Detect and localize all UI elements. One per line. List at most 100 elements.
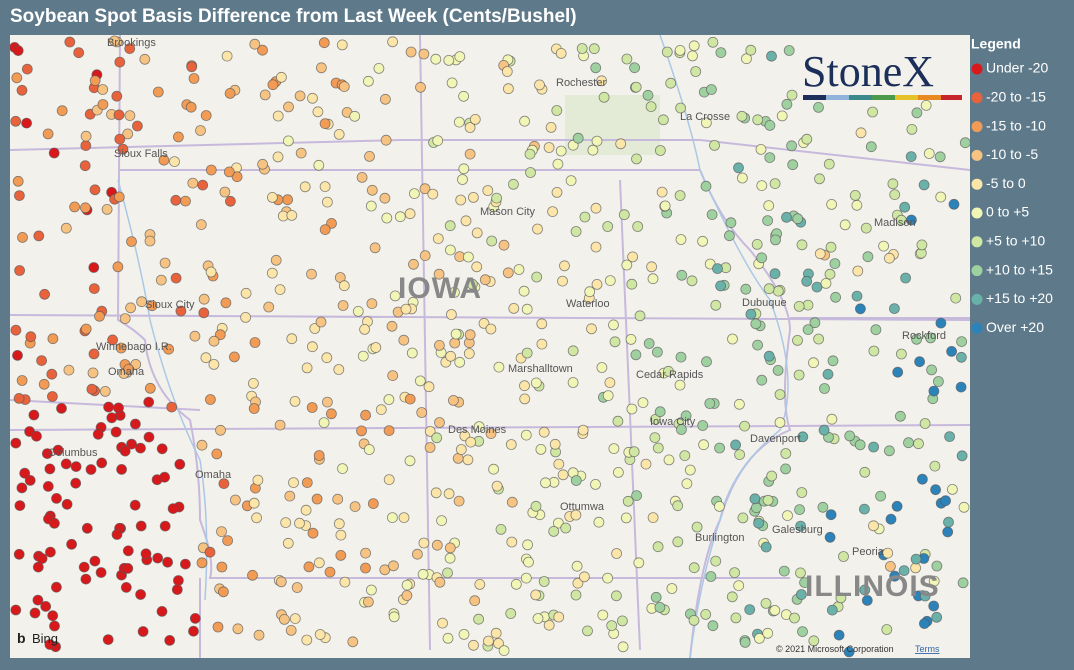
station-dot bbox=[508, 302, 520, 314]
station-dot bbox=[139, 53, 151, 65]
station-dot bbox=[80, 130, 92, 142]
station-dot bbox=[319, 118, 331, 129]
station-dot bbox=[266, 267, 278, 279]
station-dot bbox=[622, 495, 634, 507]
station-dot bbox=[835, 592, 847, 604]
station-dot bbox=[452, 452, 464, 464]
station-dot bbox=[389, 290, 401, 302]
station-dot bbox=[415, 81, 426, 93]
station-dot bbox=[906, 214, 917, 226]
station-dot bbox=[889, 303, 900, 315]
station-dot bbox=[572, 577, 584, 589]
station-dot bbox=[674, 379, 686, 391]
station-dot bbox=[272, 151, 284, 163]
station-dot bbox=[471, 261, 483, 273]
station-dot bbox=[388, 611, 400, 623]
station-dot bbox=[838, 551, 849, 562]
station-dot bbox=[944, 431, 955, 443]
station-dot bbox=[826, 604, 838, 616]
station-dot bbox=[112, 261, 124, 273]
station-dot bbox=[95, 567, 107, 578]
station-dot bbox=[47, 333, 59, 345]
station-dot bbox=[454, 51, 466, 62]
station-dot bbox=[709, 139, 720, 151]
station-dot bbox=[823, 158, 835, 170]
station-dot bbox=[792, 334, 803, 346]
station-dot bbox=[618, 209, 630, 221]
station-dot bbox=[611, 590, 622, 602]
station-dot bbox=[19, 467, 31, 479]
station-dot bbox=[44, 639, 56, 650]
station-dot bbox=[697, 235, 708, 247]
station-dot bbox=[797, 626, 808, 637]
city-label: Mason City bbox=[480, 206, 536, 218]
terms-link[interactable]: Terms bbox=[915, 644, 940, 654]
station-dot bbox=[381, 212, 393, 224]
station-dot bbox=[813, 102, 824, 113]
legend-swatch bbox=[971, 207, 983, 219]
station-dot bbox=[868, 520, 879, 532]
station-dot bbox=[80, 202, 91, 214]
station-dot bbox=[143, 396, 155, 408]
station-dot bbox=[188, 625, 199, 637]
station-dot bbox=[404, 455, 416, 467]
station-dot bbox=[248, 403, 260, 414]
station-dot bbox=[549, 438, 561, 450]
station-dot bbox=[21, 117, 33, 129]
station-dot bbox=[493, 361, 505, 373]
station-dot bbox=[122, 563, 134, 574]
station-dot bbox=[943, 516, 954, 528]
station-dot bbox=[370, 342, 382, 353]
station-dot bbox=[518, 285, 530, 297]
station-dot bbox=[522, 539, 533, 551]
station-dot bbox=[629, 62, 640, 74]
station-dot bbox=[433, 339, 445, 351]
station-dot bbox=[608, 319, 619, 331]
station-dot bbox=[196, 557, 208, 569]
station-dot bbox=[687, 50, 698, 62]
station-dot bbox=[956, 450, 968, 462]
legend-swatch bbox=[971, 92, 983, 104]
station-dot bbox=[446, 77, 458, 89]
station-dot bbox=[519, 380, 530, 392]
station-dot bbox=[485, 323, 497, 335]
station-dot bbox=[769, 268, 781, 280]
station-dot bbox=[868, 345, 880, 357]
station-dot bbox=[313, 557, 325, 569]
station-dot bbox=[170, 272, 182, 284]
legend-label: +5 to +10 bbox=[986, 233, 1045, 249]
station-dot bbox=[859, 584, 871, 596]
station-dot bbox=[925, 332, 936, 344]
station-dot bbox=[814, 248, 826, 260]
station-dot bbox=[942, 526, 954, 538]
station-dot bbox=[430, 487, 442, 499]
station-dot bbox=[56, 402, 67, 414]
station-dot bbox=[211, 448, 223, 460]
station-dot bbox=[956, 351, 967, 363]
station-dot bbox=[332, 493, 344, 505]
station-dot bbox=[536, 318, 548, 330]
logo-bar bbox=[803, 95, 826, 100]
station-dot bbox=[649, 432, 661, 444]
station-dot bbox=[764, 152, 776, 164]
city-label: Marshalltown bbox=[508, 363, 573, 375]
station-dot bbox=[645, 101, 657, 112]
station-dot bbox=[898, 565, 910, 576]
station-dot bbox=[881, 624, 893, 635]
station-dot bbox=[498, 645, 510, 656]
station-dot bbox=[859, 466, 871, 478]
station-dot bbox=[46, 368, 58, 380]
station-dot bbox=[570, 226, 582, 237]
station-dot bbox=[306, 268, 317, 280]
station-dot bbox=[275, 576, 287, 588]
station-dot bbox=[813, 333, 824, 345]
station-dot bbox=[306, 402, 318, 413]
station-dot bbox=[442, 567, 453, 579]
station-dot bbox=[647, 512, 659, 523]
station-dot bbox=[903, 437, 914, 449]
station-dot bbox=[44, 463, 56, 475]
station-dot bbox=[41, 448, 53, 460]
station-dot bbox=[401, 590, 413, 601]
station-dot bbox=[333, 518, 345, 530]
station-dot bbox=[321, 196, 333, 208]
